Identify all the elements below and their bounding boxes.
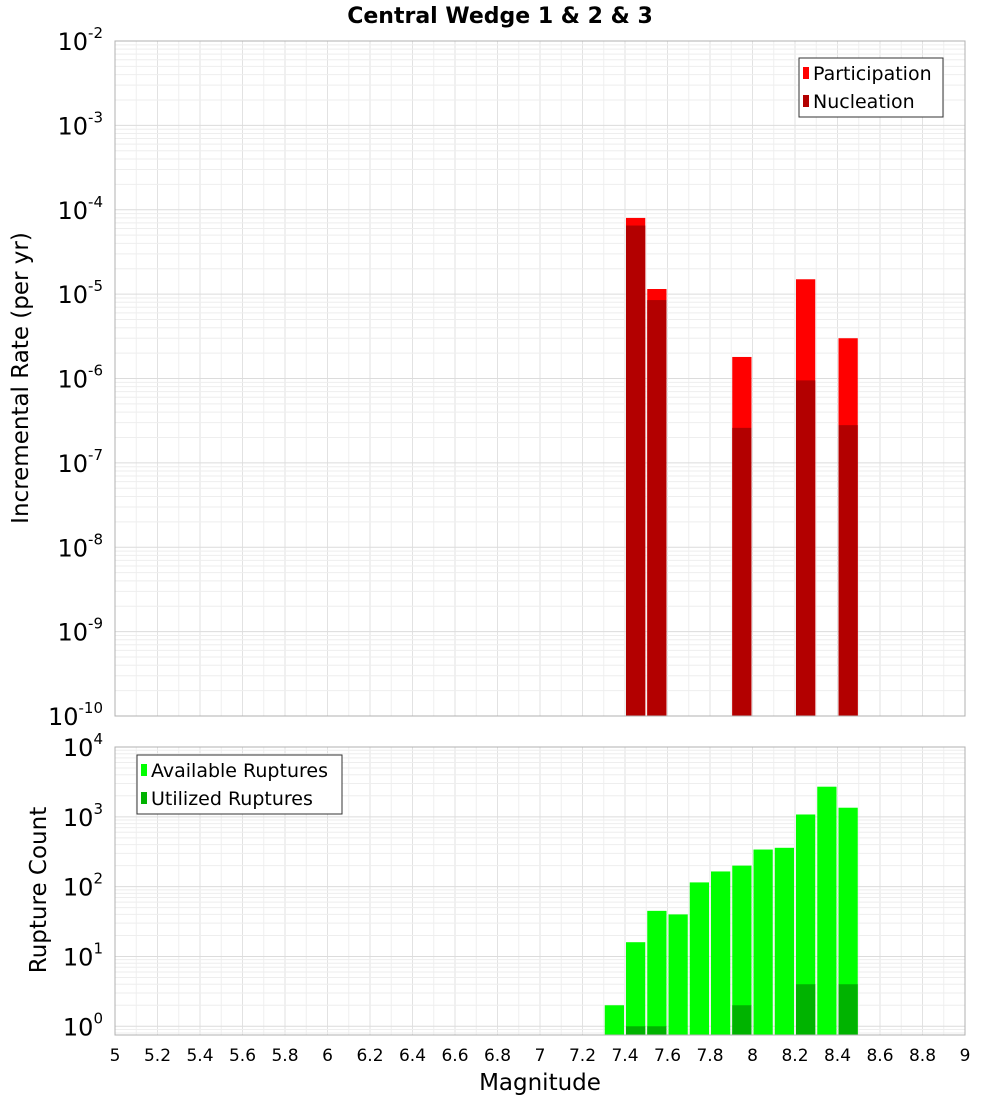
x-axis-label: Magnitude — [479, 1070, 601, 1096]
count-bar-a — [604, 1005, 624, 1035]
x-tick-label: 5.2 — [144, 1046, 171, 1066]
legend-swatch — [803, 95, 809, 107]
x-tick-label: 6.4 — [399, 1046, 426, 1066]
count-bar-a — [711, 871, 731, 1035]
x-tick-label: 7.4 — [611, 1046, 638, 1066]
y-tick-label: 10-8 — [57, 530, 103, 562]
rate-bar-b — [796, 380, 816, 716]
y-tick-label: 10-3 — [57, 108, 103, 140]
x-tick-label: 8.8 — [909, 1046, 936, 1066]
x-tick-label: 6.6 — [441, 1046, 468, 1066]
count-bar-a — [647, 910, 667, 1035]
y-tick-label: 100 — [63, 1009, 103, 1041]
count-bar-b — [626, 1026, 646, 1035]
chart-title: Central Wedge 1 & 2 & 3 — [347, 4, 653, 29]
x-tick-label: 8.6 — [866, 1046, 893, 1066]
y-tick-label: 103 — [63, 800, 103, 832]
count-bar-a — [732, 865, 752, 1035]
y-tick-label: 102 — [63, 870, 103, 902]
x-tick-label: 7.8 — [696, 1046, 723, 1066]
count-bar-b — [732, 1005, 752, 1035]
x-tick-label: 5.4 — [186, 1046, 213, 1066]
rate-bar-b — [838, 425, 858, 716]
x-tick-label: 6.2 — [356, 1046, 383, 1066]
y-tick-label: 10-9 — [57, 615, 103, 647]
x-tick-label: 8.4 — [824, 1046, 851, 1066]
count-bar-a — [668, 914, 688, 1035]
y-tick-label: 10-2 — [57, 24, 103, 56]
rate-bar-b — [732, 427, 752, 716]
count-bar-a — [753, 849, 773, 1035]
legend-swatch — [803, 67, 809, 79]
rate-bar-b — [647, 300, 667, 716]
count-bar-a — [689, 882, 709, 1035]
count-bar-b — [796, 984, 816, 1035]
bottom-y-axis-label: Rupture Count — [26, 807, 52, 973]
y-tick-label: 10-6 — [57, 362, 103, 394]
y-tick-label: 101 — [63, 939, 103, 971]
legend-label: Nucleation — [813, 91, 915, 113]
x-tick-label: 6.8 — [484, 1046, 511, 1066]
x-tick-label: 5.8 — [271, 1046, 298, 1066]
x-tick-label: 5.6 — [229, 1046, 256, 1066]
x-tick-label: 5 — [110, 1046, 121, 1066]
y-tick-label: 10-7 — [57, 446, 103, 478]
legend-swatch — [141, 792, 147, 804]
x-tick-label: 7.2 — [569, 1046, 596, 1066]
count-bar-a — [817, 786, 837, 1035]
count-bar-a — [626, 942, 646, 1035]
legend-label: Participation — [813, 63, 932, 85]
plot-border — [114, 40, 966, 717]
plot-border — [114, 746, 966, 1036]
legend-label: Utilized Ruptures — [151, 788, 313, 810]
x-tick-label: 7.6 — [654, 1046, 681, 1066]
x-tick-label: 7 — [535, 1046, 546, 1066]
legend-swatch — [141, 764, 147, 776]
legend-box — [798, 57, 944, 118]
x-tick-label: 6 — [322, 1046, 333, 1066]
legend-box — [136, 754, 343, 815]
x-tick-label: 8.2 — [781, 1046, 808, 1066]
count-bar-a — [796, 814, 816, 1035]
y-tick-label: 10-10 — [48, 699, 103, 731]
count-bar-b — [838, 984, 858, 1035]
count-bar-a — [838, 807, 858, 1035]
count-bar-a — [774, 847, 794, 1035]
x-tick-label: 9 — [960, 1046, 971, 1066]
y-tick-label: 10-4 — [57, 193, 103, 225]
legend-label: Available Ruptures — [151, 760, 328, 782]
y-tick-label: 10-5 — [57, 277, 103, 309]
top-y-axis-label: Incremental Rate (per yr) — [8, 232, 34, 524]
y-tick-label: 104 — [63, 730, 103, 762]
count-bar-b — [647, 1026, 667, 1035]
x-tick-label: 8 — [747, 1046, 758, 1066]
rate-bar-b — [626, 225, 646, 716]
